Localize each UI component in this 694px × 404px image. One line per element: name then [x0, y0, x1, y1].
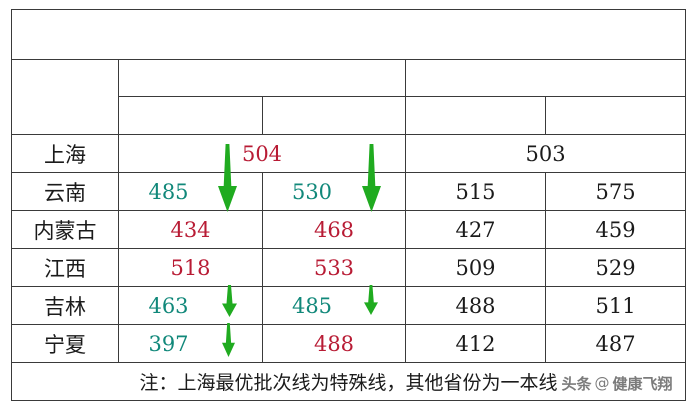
value-2022-science: 427	[455, 217, 496, 242]
cell-2022-science: 509	[405, 248, 546, 287]
cell-2022-science: 427	[405, 210, 546, 249]
header-group-row: 省份 2023年批次线 2022年批次线	[11, 59, 687, 135]
value-2023-arts: 533	[313, 255, 355, 280]
cell-2022-merged: 503	[404, 134, 687, 173]
column-header-2022-arts: 文科/历史类	[544, 96, 687, 135]
province-name: 吉林	[11, 286, 119, 325]
cell-2022-arts: 511	[544, 286, 687, 325]
table-row: 宁夏 397 488 412 487	[11, 324, 687, 363]
cell-2023-merged: 504	[118, 134, 406, 173]
cell-2022-science: 515	[405, 172, 546, 211]
cell-2022-science: 488	[405, 286, 546, 325]
value-2023-arts: 468	[313, 217, 355, 242]
note-row: 注：上海最优批次线为特殊线，其他省份为一本线	[10, 362, 687, 401]
value-2022-arts: 529	[595, 255, 636, 280]
column-header-2022-science: 理科/物理类	[405, 96, 546, 135]
cell-2022-science: 412	[405, 324, 546, 363]
table-row: 吉林 463 485 488 511	[11, 286, 687, 325]
table-row: 云南 485 530 515 575	[11, 172, 687, 211]
province-name: 云南	[11, 172, 119, 211]
value-2022-arts: 487	[595, 331, 636, 356]
cell-2023-arts: 530	[262, 172, 406, 211]
value-2022-science: 509	[455, 255, 496, 280]
cell-2022-arts: 459	[544, 210, 687, 249]
value-2023-arts: 530	[291, 179, 333, 204]
value-2022-arts: 511	[595, 293, 636, 318]
cell-2023-science: 463	[118, 286, 263, 325]
header-sub-row: 理科/物理类 文科/历史类 理科/物理类 文科/历史类	[12, 96, 687, 135]
column-header-province: 省份	[11, 59, 119, 135]
cell-2023-science: 397	[118, 324, 263, 363]
value-2023-science: 485	[148, 179, 189, 204]
title-row: 2023年最优批次线信息（部分省份）	[10, 9, 687, 60]
table-row: 内蒙古 434 468 427 459	[11, 210, 687, 249]
cell-2022-arts: 487	[544, 324, 687, 363]
value-2022-arts: 459	[595, 217, 636, 242]
value-2022-science: 412	[455, 331, 496, 356]
column-group-2022: 2022年批次线	[404, 59, 687, 97]
table-note: 注：上海最优批次线为特殊线，其他省份为一本线	[10, 362, 687, 401]
value-2022-arts: 575	[595, 179, 636, 204]
cell-2023-arts: 488	[262, 324, 406, 363]
column-group-2023: 2023年批次线	[118, 59, 406, 97]
cell-2023-science: 518	[118, 248, 263, 287]
value-2023-arts: 488	[313, 331, 355, 356]
cell-2023-arts: 468	[262, 210, 406, 249]
column-header-2023-arts: 文科/历史类	[262, 96, 406, 135]
page-title: 2023年最优批次线信息（部分省份）	[10, 9, 687, 60]
cell-2023-arts: 533	[262, 248, 406, 287]
cell-2022-arts: 575	[544, 172, 687, 211]
cell-2022-arts: 529	[544, 248, 687, 287]
province-name: 江西	[11, 248, 119, 287]
cell-2023-science: 434	[118, 210, 263, 249]
cell-2023-science: 485	[118, 172, 263, 211]
table-row: 江西 518 533 509 529	[11, 248, 687, 287]
value-2023-science: 434	[170, 217, 211, 242]
province-name: 宁夏	[11, 324, 119, 363]
value-2023-science: 463	[148, 293, 189, 318]
table-row: 上海 504 503	[11, 134, 687, 173]
cell-2023-arts: 485	[262, 286, 406, 325]
value-2022-science: 515	[455, 179, 496, 204]
score-line-table: 2023年最优批次线信息（部分省份） 省份 2023年批次线 2022年批次线 …	[10, 9, 687, 401]
value-2023-arts: 485	[291, 293, 333, 318]
column-header-2023-science: 理科/物理类	[118, 96, 263, 135]
value-2022-science: 488	[455, 293, 496, 318]
value-2023-science: 397	[148, 331, 189, 356]
value-2023-science: 518	[170, 255, 211, 280]
value-2023-merged: 504	[241, 141, 283, 166]
value-2022-merged: 503	[525, 141, 566, 166]
province-name: 上海	[11, 134, 119, 173]
province-name: 内蒙古	[11, 210, 119, 249]
